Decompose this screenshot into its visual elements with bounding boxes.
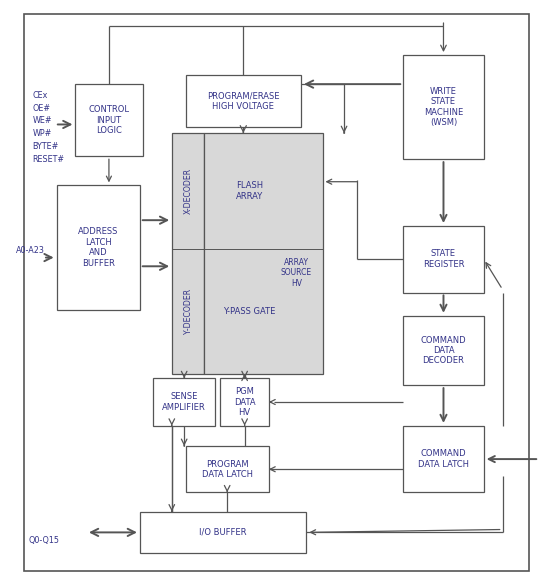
- Text: COMMAND
DATA LATCH: COMMAND DATA LATCH: [418, 449, 469, 469]
- Text: ARRAY
SOURCE
HV: ARRAY SOURCE HV: [281, 258, 312, 287]
- Text: CEx: CEx: [33, 91, 48, 100]
- Text: OE#: OE#: [33, 104, 50, 113]
- FancyBboxPatch shape: [403, 226, 484, 292]
- Text: WRITE
STATE
MACHINE
(WSM): WRITE STATE MACHINE (WSM): [424, 87, 463, 127]
- FancyBboxPatch shape: [403, 55, 484, 159]
- FancyBboxPatch shape: [140, 511, 306, 553]
- Text: COMMAND
DATA
DECODER: COMMAND DATA DECODER: [421, 336, 466, 366]
- FancyBboxPatch shape: [186, 75, 301, 128]
- Text: A0-A23: A0-A23: [16, 246, 45, 255]
- Text: X-DECODER: X-DECODER: [184, 168, 193, 214]
- Text: PGM
DATA
HV: PGM DATA HV: [234, 387, 255, 417]
- FancyBboxPatch shape: [24, 15, 529, 570]
- Text: BYTE#: BYTE#: [33, 142, 59, 151]
- Text: FLASH
ARRAY: FLASH ARRAY: [236, 181, 263, 201]
- Text: PROGRAM
DATA LATCH: PROGRAM DATA LATCH: [201, 460, 252, 479]
- FancyBboxPatch shape: [403, 426, 484, 493]
- Text: I/O BUFFER: I/O BUFFER: [199, 528, 247, 537]
- FancyBboxPatch shape: [204, 133, 323, 374]
- FancyBboxPatch shape: [56, 185, 140, 310]
- Text: STATE
REGISTER: STATE REGISTER: [423, 249, 464, 269]
- Text: Q0-Q15: Q0-Q15: [29, 536, 60, 545]
- FancyBboxPatch shape: [172, 133, 204, 374]
- Text: CONTROL
INPUT
LOGIC: CONTROL INPUT LOGIC: [89, 105, 129, 135]
- Text: PROGRAM/ERASE
HIGH VOLTAGE: PROGRAM/ERASE HIGH VOLTAGE: [207, 92, 280, 111]
- Text: Y-DECODER: Y-DECODER: [184, 289, 193, 334]
- FancyBboxPatch shape: [153, 378, 215, 426]
- Text: Y-PASS GATE: Y-PASS GATE: [223, 307, 275, 316]
- Text: ADDRESS
LATCH
AND
BUFFER: ADDRESS LATCH AND BUFFER: [78, 228, 118, 268]
- Text: WP#: WP#: [33, 129, 52, 138]
- Text: WE#: WE#: [33, 116, 52, 126]
- FancyBboxPatch shape: [186, 446, 269, 493]
- Text: RESET#: RESET#: [33, 154, 65, 164]
- FancyBboxPatch shape: [403, 316, 484, 385]
- FancyBboxPatch shape: [220, 378, 269, 426]
- Text: SENSE
AMPLIFIER: SENSE AMPLIFIER: [162, 393, 206, 412]
- FancyBboxPatch shape: [75, 84, 142, 156]
